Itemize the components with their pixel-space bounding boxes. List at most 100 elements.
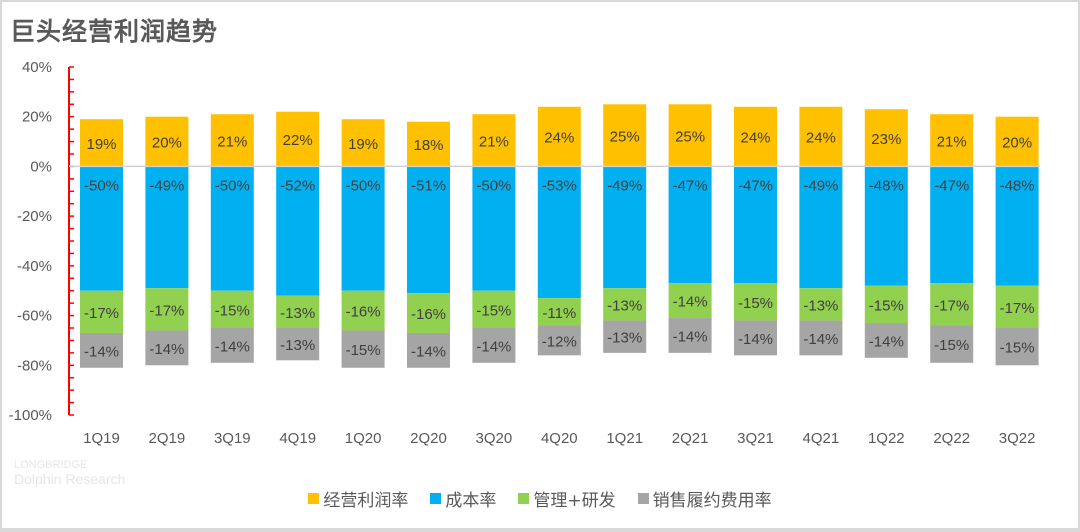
data-label: 21% <box>479 133 509 150</box>
legend-swatch <box>518 493 530 504</box>
data-label: 23% <box>871 131 901 148</box>
data-label: -47% <box>738 177 773 194</box>
x-tick-label: 2Q20 <box>410 430 447 447</box>
watermark-brand: LONGBRIDGE <box>14 459 87 471</box>
bar-segment <box>341 290 385 331</box>
legend: 经营利润率 成本率 管理+研发 销售履约费用率 <box>0 486 1080 511</box>
data-label: 21% <box>217 133 247 150</box>
bar-segment <box>734 320 777 356</box>
y-tick-label: 20% <box>22 109 52 126</box>
x-tick-label: 3Q22 <box>999 430 1036 447</box>
data-label: -13% <box>803 297 838 314</box>
bar-segment <box>341 166 385 291</box>
data-label: -13% <box>607 330 642 347</box>
x-tick-label: 1Q19 <box>83 430 120 447</box>
data-label: -15% <box>869 297 904 314</box>
data-label: -14% <box>673 294 708 311</box>
bar-segment <box>995 166 1039 286</box>
bar-segment <box>537 166 581 299</box>
x-tick-label: 3Q20 <box>476 430 513 447</box>
data-label: -52% <box>280 177 315 194</box>
bar-segment <box>80 290 123 333</box>
bar-segment <box>864 285 908 324</box>
chart-title: 巨头经营利润趋势 <box>10 17 219 46</box>
legend-item: 管理+研发 <box>518 486 616 511</box>
bar-segment <box>668 104 712 167</box>
x-tick-label: 2Q22 <box>933 430 970 447</box>
bar-segment <box>276 328 320 361</box>
data-label: -14% <box>411 343 446 360</box>
data-label: 20% <box>1002 135 1032 152</box>
data-label: 25% <box>675 128 705 145</box>
data-label: -13% <box>280 337 315 354</box>
x-tick-label: 1Q20 <box>345 430 382 447</box>
data-label: -47% <box>934 177 969 194</box>
data-label: -15% <box>346 342 381 359</box>
bar-segment <box>734 283 777 321</box>
legend-label: 销售履约费用率 <box>652 491 772 511</box>
x-tick-label: 3Q21 <box>737 430 774 447</box>
bars-layer <box>80 104 1039 368</box>
data-label: -49% <box>149 177 184 194</box>
bar-segment <box>668 318 712 353</box>
legend-swatch <box>308 493 320 504</box>
bar-segment <box>80 166 123 291</box>
bar-segment <box>603 104 647 167</box>
data-label: -14% <box>215 338 250 355</box>
data-label: -51% <box>411 177 446 194</box>
bar-segment <box>537 106 581 167</box>
bar-segment <box>341 119 385 167</box>
bar-segment <box>799 320 843 356</box>
bar-segment <box>603 320 647 353</box>
data-label: 25% <box>610 128 640 145</box>
data-label: 19% <box>86 136 116 153</box>
data-label: -15% <box>1000 340 1035 357</box>
data-label: -50% <box>476 177 511 194</box>
data-label: -17% <box>84 305 119 322</box>
data-label: 22% <box>283 132 313 149</box>
data-label: -15% <box>476 302 511 319</box>
bar-segment <box>995 328 1039 366</box>
data-label: -49% <box>803 177 838 194</box>
data-label: -49% <box>607 177 642 194</box>
bar-segment <box>864 166 908 286</box>
data-label: -14% <box>869 333 904 350</box>
bar-segment <box>276 166 320 296</box>
legend-item: 销售履约费用率 <box>637 486 772 511</box>
bar-segment <box>407 166 450 294</box>
x-tick-label: 3Q19 <box>214 430 251 447</box>
bar-segment <box>472 114 516 167</box>
bar-segment <box>668 166 712 284</box>
bar-segment <box>145 116 189 167</box>
data-label: -12% <box>542 333 577 350</box>
bar-segment <box>145 288 189 331</box>
bar-segment <box>799 166 843 289</box>
legend-item: 经营利润率 <box>308 486 408 511</box>
data-label: -53% <box>542 177 577 194</box>
bar-segment <box>407 121 450 167</box>
bar-segment <box>537 298 581 326</box>
data-label: -50% <box>346 177 381 194</box>
data-label: -14% <box>149 341 184 358</box>
bar-segment <box>734 166 777 284</box>
data-label: 18% <box>413 137 443 154</box>
x-tick-label: 1Q21 <box>606 430 643 447</box>
bar-segment <box>799 288 843 321</box>
data-label: -16% <box>346 304 381 321</box>
bar-segment <box>472 290 516 328</box>
bar-segment <box>341 330 385 368</box>
bar-segment <box>603 288 647 321</box>
bar-segment <box>210 328 254 363</box>
bar-segment <box>799 106 843 167</box>
data-label: -14% <box>673 328 708 345</box>
data-label: -14% <box>84 343 119 360</box>
data-label: -14% <box>803 331 838 348</box>
bar-segment <box>407 293 450 333</box>
bar-segment <box>276 295 320 328</box>
bar-segment <box>734 106 777 167</box>
y-tick-label: -100% <box>9 407 52 424</box>
legend-swatch <box>637 493 649 504</box>
bar-segment <box>930 114 974 167</box>
data-label: 24% <box>806 130 836 147</box>
